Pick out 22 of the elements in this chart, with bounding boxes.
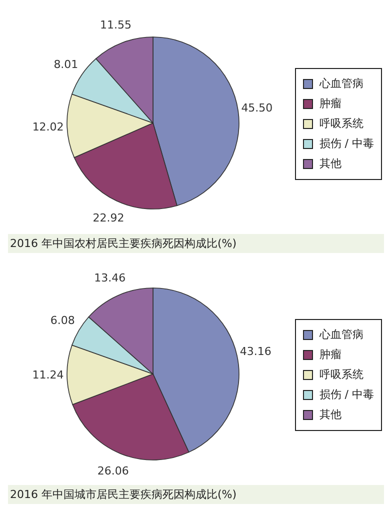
data-label: 43.16 [240,345,272,358]
data-label: 11.55 [100,18,132,32]
data-label: 22.92 [92,212,124,225]
data-label: 12.02 [32,120,64,134]
legend-label: 其他 [319,407,342,423]
legend-label: 呼吸系统 [319,367,364,383]
data-label: 26.06 [97,464,129,478]
data-label: 8.01 [54,58,78,71]
legend-label: 呼吸系统 [319,116,364,132]
data-label: 13.46 [94,272,126,285]
text: 2016 年中国农村居民主要疾病死因构成比(%) [8,234,384,253]
legend-label: 肿瘤 [319,96,342,112]
legend-label: 心血管病 [319,327,364,343]
data-label: 11.24 [32,368,64,382]
data-label: 6.08 [50,314,75,328]
legend-label: 其他 [319,156,342,172]
legend-label: 心血管病 [319,76,364,92]
text: 2016 年中国城市居民主要疾病死因构成比(%) [8,485,384,504]
data-label: 45.50 [241,102,273,115]
legend-label: 损伤 / 中毒 [319,136,374,152]
legend-label: 肿瘤 [319,347,342,363]
legend-label: 损伤 / 中毒 [319,387,374,403]
